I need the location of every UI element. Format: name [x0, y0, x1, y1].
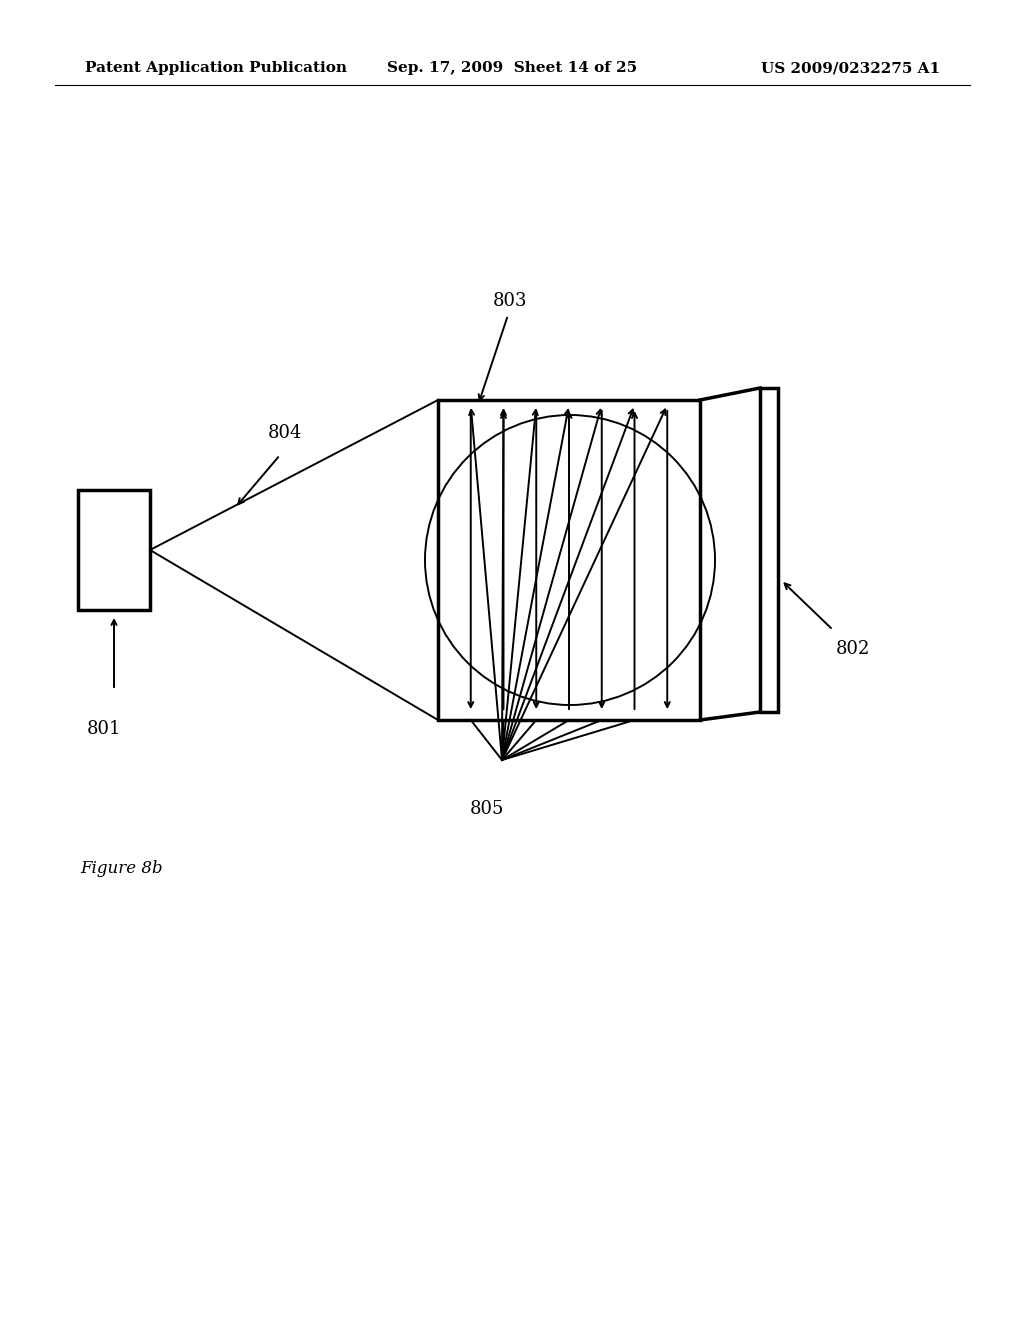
Text: 801: 801 [87, 719, 121, 738]
Text: 803: 803 [493, 292, 527, 310]
Bar [438, 400, 700, 719]
Text: Patent Application Publication: Patent Application Publication [85, 61, 347, 75]
Text: US 2009/0232275 A1: US 2009/0232275 A1 [761, 61, 940, 75]
Text: 804: 804 [268, 424, 302, 442]
Text: Sep. 17, 2009  Sheet 14 of 25: Sep. 17, 2009 Sheet 14 of 25 [387, 61, 637, 75]
Text: 805: 805 [470, 800, 504, 818]
Text: 802: 802 [836, 640, 870, 657]
Text: Figure 8b: Figure 8b [80, 861, 163, 876]
Bar [78, 490, 150, 610]
Bar [760, 388, 778, 711]
